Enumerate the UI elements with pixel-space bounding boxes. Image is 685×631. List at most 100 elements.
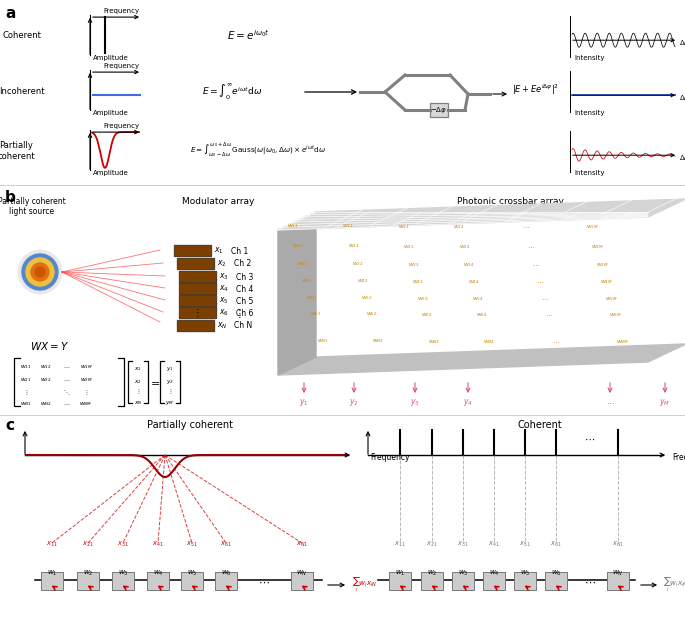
Text: $x_{11}$: $x_{11}$	[394, 540, 406, 549]
Text: Partially coherent
light source: Partially coherent light source	[0, 197, 66, 216]
Text: $w_{1M}$: $w_{1M}$	[586, 223, 599, 231]
Text: c: c	[5, 418, 14, 433]
Text: $x_{51}$: $x_{51}$	[186, 540, 198, 549]
Bar	[112, 572, 134, 590]
Text: $y_4$: $y_4$	[463, 397, 473, 408]
Text: $\cdots$: $\cdots$	[606, 397, 614, 406]
Text: $y_M$: $y_M$	[166, 399, 175, 407]
FancyBboxPatch shape	[179, 295, 216, 307]
Bar	[389, 572, 411, 590]
Bar	[452, 572, 474, 590]
Text: $w_{43}$: $w_{43}$	[412, 278, 424, 286]
Text: b: b	[5, 190, 16, 205]
Text: $w_2$: $w_2$	[427, 569, 437, 578]
Text: Frequency: Frequency	[103, 63, 139, 69]
Text: $w_{11}$: $w_{11}$	[20, 363, 32, 371]
Text: $w_{22}$: $w_{22}$	[40, 376, 52, 384]
Text: $w_{N1}$: $w_{N1}$	[317, 337, 329, 345]
Text: $w_{54}$: $w_{54}$	[472, 295, 484, 303]
Text: $x_4$: $x_4$	[219, 284, 229, 294]
Text: $w_6$: $w_6$	[551, 569, 562, 578]
Text: $E = e^{i\omega_0 t}$: $E = e^{i\omega_0 t}$	[227, 28, 269, 42]
Text: Intensity: Intensity	[574, 110, 604, 116]
Text: $\cdots$: $\cdots$	[64, 365, 71, 370]
Text: Intensity: Intensity	[574, 170, 604, 176]
Text: $\Delta\varphi$: $\Delta\varphi$	[679, 93, 685, 103]
Text: $y_1$: $y_1$	[166, 365, 174, 373]
Text: $\vdots$: $\vdots$	[192, 306, 200, 319]
Text: $E = \int_0^\infty e^{i\omega t}\mathrm{d}\omega$: $E = \int_0^\infty e^{i\omega t}\mathrm{…	[202, 82, 262, 102]
Text: $\cdots$: $\cdots$	[532, 261, 540, 267]
Text: $\sum_i w_i x_{iN}$: $\sum_i w_i x_{iN}$	[663, 576, 685, 594]
Text: $w_{32}$: $w_{32}$	[353, 261, 364, 268]
Text: $x_{61}$: $x_{61}$	[220, 540, 232, 549]
FancyBboxPatch shape	[179, 283, 216, 295]
Polygon shape	[278, 199, 685, 230]
Text: Ch 3: Ch 3	[236, 273, 253, 281]
Text: $w_{61}$: $w_{61}$	[310, 310, 322, 318]
Text: $x_5$: $x_5$	[219, 296, 229, 306]
Text: $w_{2M}$: $w_{2M}$	[79, 376, 92, 384]
Text: $y_2$: $y_2$	[349, 397, 359, 408]
Text: $w_1$: $w_1$	[395, 569, 406, 578]
Text: Amplitude: Amplitude	[93, 110, 129, 116]
Text: $-\Delta\varphi$: $-\Delta\varphi$	[430, 105, 447, 115]
Text: Ch 5: Ch 5	[236, 297, 253, 305]
Text: $w_{N2}$: $w_{N2}$	[373, 338, 384, 345]
Text: $\cdots$: $\cdots$	[522, 223, 530, 229]
Text: $w_{31}$: $w_{31}$	[297, 260, 308, 268]
Text: $w_{12}$: $w_{12}$	[40, 363, 52, 371]
Text: $y_3$: $y_3$	[410, 397, 420, 408]
Text: $w_2$: $w_2$	[83, 569, 93, 578]
Text: Modulator array: Modulator array	[182, 197, 254, 206]
Circle shape	[31, 263, 49, 281]
Text: $\cdots$: $\cdots$	[552, 338, 560, 344]
Text: $w_{53}$: $w_{53}$	[417, 295, 429, 302]
Text: $=$: $=$	[148, 377, 160, 387]
Text: $\vdots$: $\vdots$	[23, 389, 29, 398]
Bar	[607, 572, 629, 590]
Text: $w_{1M}$: $w_{1M}$	[79, 363, 92, 371]
Text: $x_1$: $x_1$	[214, 245, 223, 256]
Text: $x_{31}$: $x_{31}$	[457, 540, 469, 549]
Text: $x_{N1}$: $x_{N1}$	[296, 540, 308, 549]
Text: $w_{3M}$: $w_{3M}$	[596, 261, 609, 269]
Text: $\Delta\varphi$: $\Delta\varphi$	[679, 38, 685, 48]
Text: $x_{41}$: $x_{41}$	[152, 540, 164, 549]
Text: Incoherent: Incoherent	[0, 86, 45, 95]
Text: $w_{34}$: $w_{34}$	[463, 261, 475, 269]
Text: $w_{22}$: $w_{22}$	[348, 242, 360, 251]
Text: $x_3$: $x_3$	[219, 272, 229, 282]
Text: $w_5$: $w_5$	[520, 569, 530, 578]
Bar	[430, 103, 448, 117]
Bar	[181, 572, 203, 590]
Bar	[483, 572, 505, 590]
Text: $w_{44}$: $w_{44}$	[468, 278, 479, 286]
Text: $w_{33}$: $w_{33}$	[408, 261, 420, 269]
Text: $w_{NM}$: $w_{NM}$	[616, 338, 630, 346]
Text: $\Delta\varphi$: $\Delta\varphi$	[679, 153, 685, 163]
Text: Frequency: Frequency	[103, 123, 139, 129]
Text: Coherent: Coherent	[518, 420, 562, 430]
Text: $x_{61}$: $x_{61}$	[550, 540, 562, 549]
Text: $w_5$: $w_5$	[187, 569, 197, 578]
Text: $\cdots$: $\cdots$	[545, 311, 553, 317]
Text: $\cdots$: $\cdots$	[64, 401, 71, 406]
Text: $w_N$: $w_N$	[296, 569, 308, 578]
Text: $w_6$: $w_6$	[221, 569, 232, 578]
Circle shape	[26, 258, 54, 286]
Text: $\cdots$: $\cdots$	[584, 577, 596, 587]
Text: $\cdots$: $\cdots$	[527, 243, 535, 249]
Text: $x_N$: $x_N$	[217, 321, 227, 331]
Text: $x_1$: $x_1$	[134, 365, 142, 373]
Text: $\cdots$: $\cdots$	[64, 377, 71, 382]
Text: $w_{13}$: $w_{13}$	[398, 223, 410, 230]
Text: Frequency: Frequency	[370, 454, 410, 463]
Bar	[291, 572, 313, 590]
Text: $w_{11}$: $w_{11}$	[287, 222, 299, 230]
FancyBboxPatch shape	[177, 320, 215, 332]
Text: $x_2$: $x_2$	[217, 259, 227, 269]
Text: $\ddots$: $\ddots$	[64, 389, 71, 398]
Text: $|E + Ee^{i\Delta\varphi}|^2$: $|E + Ee^{i\Delta\varphi}|^2$	[512, 83, 559, 97]
Text: $WX = Y$: $WX = Y$	[30, 340, 70, 352]
